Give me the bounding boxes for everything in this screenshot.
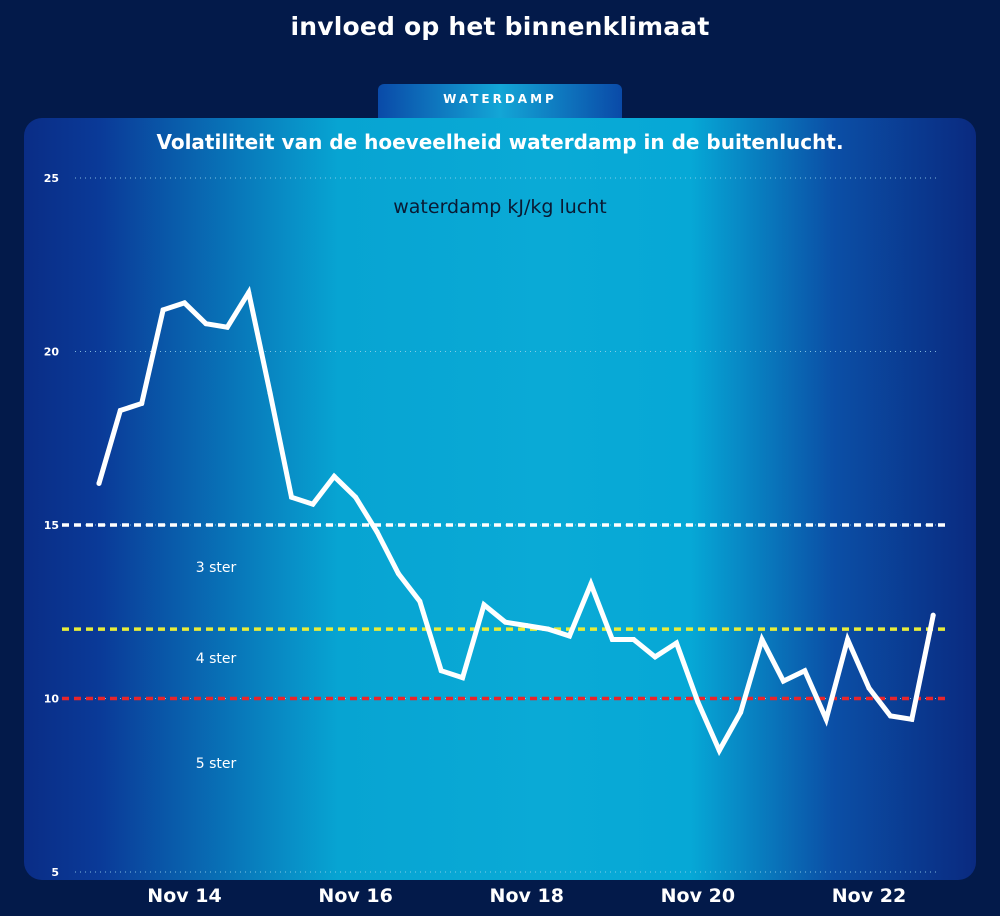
data-point: [887, 713, 893, 719]
data-point: [288, 494, 294, 500]
data-point: [331, 473, 337, 479]
data-point: [374, 529, 380, 535]
data-point: [395, 571, 401, 577]
x-tick-label: Nov 16: [318, 885, 392, 907]
threshold-label: 3 ster: [196, 560, 237, 576]
data-point: [631, 637, 637, 643]
y-axis-label: waterdamp kJ/kg lucht: [393, 196, 606, 218]
data-point: [823, 716, 829, 722]
y-tick-label: 10: [44, 693, 60, 706]
data-point: [567, 633, 573, 639]
page-title: invloed op het binnenklimaat: [290, 12, 710, 41]
x-tick-label: Nov 20: [661, 885, 735, 907]
data-point: [310, 501, 316, 507]
data-point: [139, 401, 145, 407]
data-point: [673, 640, 679, 646]
data-point: [481, 602, 487, 608]
chart-panel: [24, 118, 976, 880]
data-point: [203, 321, 209, 327]
data-point: [695, 699, 701, 705]
data-point: [524, 623, 530, 629]
x-tick-label: Nov 22: [832, 885, 906, 907]
data-point: [716, 748, 722, 754]
data-point: [353, 494, 359, 500]
data-point: [759, 637, 765, 643]
tab-waterdamp[interactable]: WATERDAMP: [378, 84, 622, 118]
data-point: [160, 307, 166, 313]
data-point: [417, 598, 423, 604]
data-point: [609, 637, 615, 643]
threshold-label: 4 ster: [196, 651, 237, 667]
data-point: [588, 581, 594, 587]
data-point: [502, 619, 508, 625]
data-point: [96, 480, 102, 486]
data-point: [652, 654, 658, 660]
data-point: [845, 637, 851, 643]
data-point: [780, 678, 786, 684]
data-point: [182, 300, 188, 306]
y-tick-label: 5: [51, 866, 59, 879]
data-point: [802, 668, 808, 674]
data-point: [460, 675, 466, 681]
threshold-label: 5 ster: [196, 756, 237, 772]
data-point: [866, 685, 872, 691]
y-tick-label: 20: [44, 346, 60, 359]
data-point: [438, 668, 444, 674]
data-point: [545, 626, 551, 632]
data-point: [224, 324, 230, 330]
data-point: [267, 390, 273, 396]
data-point: [117, 407, 123, 413]
data-point: [909, 716, 915, 722]
data-point: [930, 612, 936, 618]
data-point: [738, 709, 744, 715]
data-point: [246, 290, 252, 296]
y-tick-label: 25: [44, 172, 59, 185]
chart-title: Volatiliteit van de hoeveelheid waterdam…: [156, 130, 844, 154]
y-tick-label: 15: [44, 519, 59, 532]
series-line: [96, 285, 936, 757]
x-tick-label: Nov 14: [147, 885, 221, 907]
x-tick-label: Nov 18: [490, 885, 564, 907]
